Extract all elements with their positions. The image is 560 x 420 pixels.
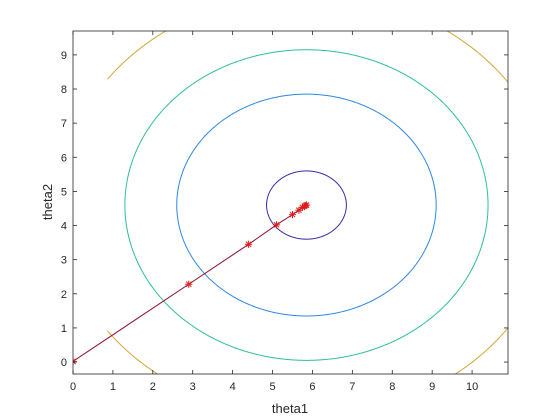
y-tick-label: 9	[61, 50, 67, 62]
data-point	[244, 240, 253, 248]
plot-area	[73, 31, 508, 374]
y-tick-label: 1	[61, 323, 67, 335]
y-axis-label: theta2	[40, 184, 55, 220]
contour-level-4-segment-1	[107, 31, 508, 83]
y-tick-label: 6	[61, 152, 67, 164]
contour-level-1-segment-1	[266, 170, 347, 240]
x-tick-label: 2	[150, 381, 156, 393]
x-tick-label: 6	[309, 381, 315, 393]
descent-path	[73, 201, 311, 365]
y-tick-label: 2	[61, 289, 67, 301]
x-tick-label: 4	[230, 381, 236, 393]
x-tick-label: 1	[110, 381, 116, 393]
y-tick-label: 5	[61, 186, 67, 198]
data-point	[295, 206, 303, 214]
x-tick-label: 5	[269, 381, 275, 393]
y-tick-label: 8	[61, 84, 67, 96]
x-tick-label: 7	[349, 381, 355, 393]
data-point	[185, 280, 193, 288]
x-tick-label: 0	[70, 381, 76, 393]
y-axis-ticks: 0 1 2 3 4 5 6 7 8 9	[61, 50, 508, 369]
x-tick-label: 3	[190, 381, 196, 393]
data-point	[302, 201, 311, 209]
contour-lines	[107, 31, 508, 374]
axes-box	[72, 30, 509, 375]
x-tick-label: 8	[389, 381, 395, 393]
x-tick-label: 10	[466, 381, 478, 393]
x-axis-label: theta1	[272, 401, 308, 416]
data-point	[288, 211, 297, 219]
contour-level-3-segment-1	[124, 49, 489, 361]
data-point	[73, 357, 77, 365]
contour-level-2-segment-1	[176, 93, 437, 317]
y-tick-label: 3	[61, 255, 67, 267]
y-tick-label: 4	[61, 221, 67, 233]
x-tick-label: 9	[429, 381, 435, 393]
x-axis-ticks: 0 1 2 3 4 5 6 7 8 9 10	[70, 31, 478, 393]
y-tick-label: 0	[61, 357, 67, 369]
y-tick-label: 7	[61, 118, 67, 130]
data-point	[272, 221, 281, 229]
